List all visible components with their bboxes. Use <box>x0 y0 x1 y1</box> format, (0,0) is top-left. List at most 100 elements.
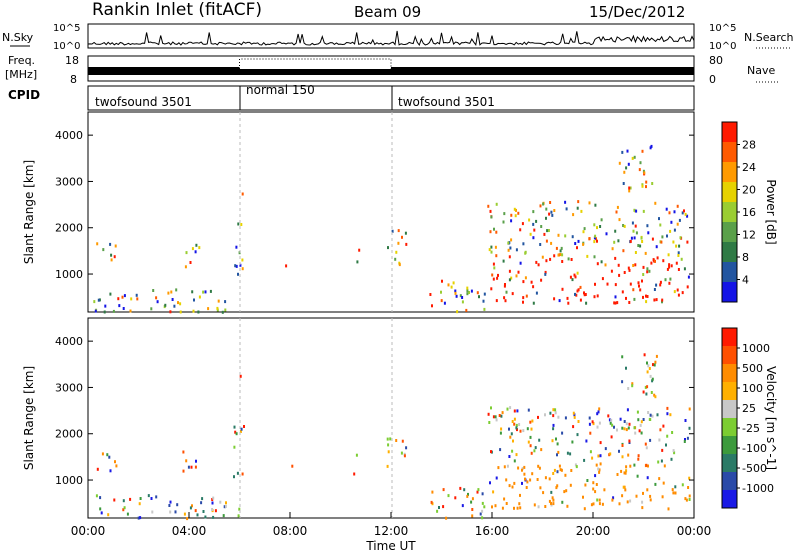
scatter-cell <box>588 422 591 426</box>
scatter-cell <box>592 502 595 506</box>
scatter-cell <box>654 201 657 205</box>
scatter-cell <box>614 295 617 299</box>
scatter-cell <box>223 505 226 509</box>
scatter-cell <box>631 221 634 225</box>
scatter-cell <box>470 289 473 293</box>
scatter-cell <box>688 498 691 501</box>
scatter-cell <box>676 288 679 292</box>
scatter-cell <box>607 414 610 418</box>
scatter-cell <box>660 240 663 244</box>
scatter-cell <box>235 245 238 249</box>
scatter-cell <box>171 298 174 301</box>
scatter-cell <box>606 282 609 286</box>
scatter-cell <box>234 264 237 268</box>
colorbar-tick-label: 100 <box>742 382 763 395</box>
scatter-cell <box>537 263 540 267</box>
scatter-cell <box>139 497 142 500</box>
scatter-cell <box>447 494 450 498</box>
y-tick-label: 2000 <box>55 428 83 441</box>
colorbar-swatch <box>722 222 737 243</box>
scatter-cell <box>572 425 575 429</box>
scatter-cell <box>138 502 141 506</box>
y-tick-label: 2000 <box>55 222 83 235</box>
scatter-cell <box>530 280 533 284</box>
scatter-cell <box>645 392 648 396</box>
scatter-cell <box>494 415 497 419</box>
scatter-cell <box>681 211 684 215</box>
scatter-cell <box>638 429 641 433</box>
scatter-cell <box>552 408 555 412</box>
nsky-tick-bottom: 10^0 <box>53 41 80 52</box>
scatter-cell <box>461 504 464 508</box>
scatter-cell <box>519 493 521 497</box>
scatter-cell <box>555 486 558 490</box>
scatter-cell <box>515 248 518 252</box>
scatter-cell <box>687 275 690 279</box>
freq-band-1 <box>88 67 240 75</box>
scatter-cell <box>555 437 557 441</box>
scatter-cell <box>130 297 133 301</box>
scatter-cell <box>508 427 510 431</box>
scatter-cell <box>194 465 197 469</box>
scatter-cell <box>611 498 614 502</box>
scatter-cell <box>189 261 192 264</box>
scatter-cell <box>110 258 113 262</box>
scatter-cell <box>516 428 518 432</box>
scatter-cell <box>651 414 654 418</box>
scatter-cell <box>684 438 686 441</box>
scatter-cell <box>642 209 645 213</box>
x-tick-label: 04:00 <box>172 524 207 538</box>
x-tick-label: 20:00 <box>576 524 611 538</box>
scatter-cell <box>559 253 562 256</box>
scatter-cell <box>637 281 640 285</box>
colorbar-frame <box>721 327 738 509</box>
scatter-cell <box>621 355 624 359</box>
scatter-cell <box>522 296 525 300</box>
scatter-cell <box>505 290 508 294</box>
scatter-cell <box>491 505 493 509</box>
scatter-cell <box>447 283 450 287</box>
nsearch-tick-bottom: 10^0 <box>709 41 736 52</box>
scatter-cell <box>216 308 219 312</box>
scatter-cell <box>398 263 401 267</box>
freq-bars <box>88 67 694 75</box>
scatter-cell <box>185 459 188 463</box>
scatter-cell <box>672 491 675 495</box>
scatter-cell <box>604 447 607 451</box>
scatter-cell <box>556 470 559 474</box>
scatter-cell <box>122 307 125 310</box>
scatter-cell <box>211 501 214 505</box>
scatter-cell <box>614 256 617 260</box>
scatter-cell <box>492 490 495 494</box>
noise-panel: N.Sky 10^5 10^0 10^5 10^0 N.Search <box>2 23 794 52</box>
scatter-cell <box>662 481 665 485</box>
scatter-cell <box>518 423 521 426</box>
scatter-cell <box>560 468 563 472</box>
scatter-cell <box>635 494 638 498</box>
scatter-cell <box>466 494 469 498</box>
scatter-cell <box>150 497 153 500</box>
scatter-cell <box>572 411 575 415</box>
scatter-cell <box>391 229 394 233</box>
scatter-cell <box>189 506 192 510</box>
scatter-cell <box>616 301 619 305</box>
scatter-cell <box>534 446 537 450</box>
scatter-cell <box>599 441 602 445</box>
scatter-cell <box>575 293 578 297</box>
date-title: 15/Dec/2012 <box>589 3 685 21</box>
scatter-cell <box>651 237 654 241</box>
scatter-cell <box>541 255 544 259</box>
scatter-cell <box>207 307 210 311</box>
scatter-cell <box>510 432 513 436</box>
scatter-cell <box>645 180 648 184</box>
scatter-cell <box>622 249 625 253</box>
scatter-cell <box>629 464 632 468</box>
scatter-cell <box>677 268 680 271</box>
scatter-cell <box>616 473 619 476</box>
scatter-cell <box>596 262 599 266</box>
scatter-cell <box>645 300 648 304</box>
scatter-cell <box>603 488 606 492</box>
station-title: Rankin Inlet (fitACF) <box>92 0 262 20</box>
scatter-cell <box>488 248 491 252</box>
scatter-cell <box>461 296 464 299</box>
